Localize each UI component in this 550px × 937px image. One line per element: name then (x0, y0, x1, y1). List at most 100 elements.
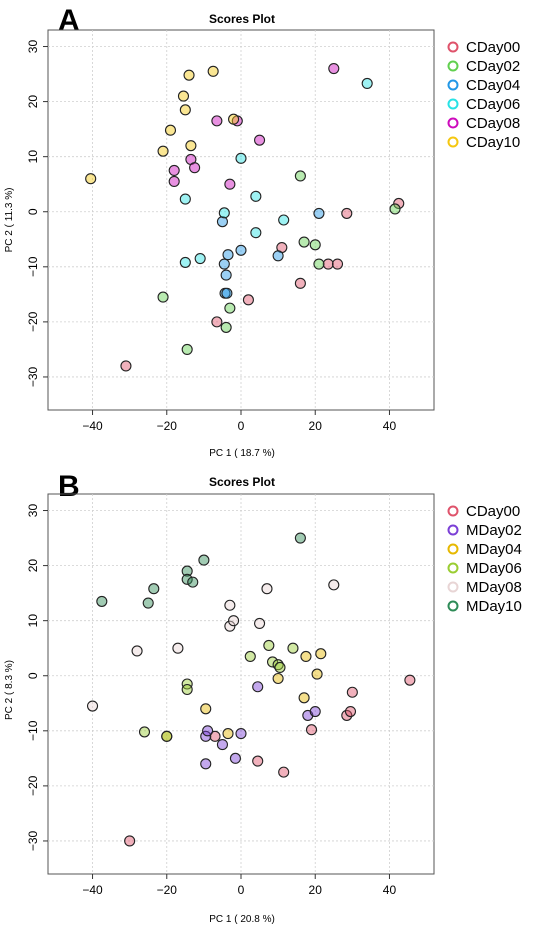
data-point-cday00 (120, 360, 132, 372)
panel-a: A Scores Plot −40 −20 0 20 40 −30 −20 −10 0 10 20 3… (4, 4, 520, 459)
panel-a-ticks: −40 −20 0 20 40 −30 −20 −10 0 10 20 30 (26, 40, 396, 433)
data-point-cday00 (331, 258, 344, 270)
y-tick-label: 10 (26, 150, 40, 164)
data-point-mday08 (131, 645, 143, 657)
x-tick-label: 20 (309, 419, 323, 433)
data-point-mday02 (235, 728, 247, 740)
data-point-cday02 (389, 203, 401, 215)
panel-a-xlabel: PC 1 ( 18.7 %) (209, 448, 275, 459)
legend-marker-cday00 (447, 41, 459, 53)
data-point-cday08 (168, 175, 180, 187)
data-point-mday02 (202, 725, 214, 737)
data-point-mday06 (138, 726, 151, 738)
data-point-cday10 (164, 124, 177, 136)
legend-marker-mday10 (447, 600, 459, 612)
data-point-cday10 (207, 65, 219, 77)
legend-label-mday08: MDay08 (466, 579, 522, 596)
data-point-mday02 (229, 752, 241, 764)
data-point-cday02 (157, 291, 169, 303)
panel-a-legend: CDay00 CDay02 CDay04 CDay06 CDay08 CDay10 (447, 39, 520, 151)
data-point-cday06 (250, 190, 262, 202)
legend-marker-cday08 (447, 117, 459, 129)
data-point-cday06 (250, 227, 262, 239)
data-point-cday00 (344, 705, 357, 718)
data-point-mday04 (315, 648, 327, 660)
data-point-cday02 (181, 343, 193, 355)
data-point-cday02 (294, 170, 306, 182)
panel-a-title: Scores Plot (209, 12, 275, 26)
panel-b-letter: B (58, 470, 80, 503)
y-tick-label: −20 (26, 311, 40, 332)
data-point-mday10 (148, 583, 160, 595)
data-point-mday04 (272, 672, 284, 685)
data-point-mday04 (311, 668, 323, 680)
data-point-cday08 (224, 178, 236, 190)
data-point-cday00 (209, 730, 221, 742)
x-tick-label: −40 (82, 419, 103, 433)
x-tick-label: 40 (383, 419, 397, 433)
legend-label-cday10: CDay10 (466, 134, 520, 151)
data-point-mday08 (228, 615, 240, 627)
data-point-mday02 (216, 739, 228, 751)
data-point-cday04 (218, 258, 230, 270)
y-tick-label: 20 (26, 559, 40, 573)
data-point-cday00 (124, 835, 136, 847)
data-point-mday10 (181, 573, 193, 585)
y-tick-label: −10 (26, 256, 40, 277)
data-point-mday06 (244, 650, 256, 663)
data-point-mday02 (309, 705, 321, 718)
data-point-mday08 (254, 617, 266, 629)
data-point-mday08 (328, 579, 340, 591)
data-point-cday00 (278, 766, 290, 778)
data-point-cday06 (218, 207, 230, 219)
data-point-cday04 (220, 269, 232, 281)
data-point-cday08 (254, 134, 266, 146)
panel-b-title: Scores Plot (209, 475, 275, 489)
y-tick-label: −30 (26, 830, 40, 851)
y-tick-label: 0 (26, 672, 40, 679)
y-tick-label: 30 (26, 504, 40, 518)
data-point-cday06 (179, 193, 191, 205)
data-point-mday06 (181, 683, 193, 696)
data-point-mday02 (252, 681, 264, 693)
data-point-cday02 (313, 258, 325, 270)
x-tick-label: 20 (309, 883, 323, 897)
data-point-cday10 (157, 145, 169, 157)
x-tick-label: 0 (238, 419, 245, 433)
panel-a-letter: A (58, 4, 80, 37)
data-point-cday06 (361, 77, 373, 89)
panel-b-xlabel: PC 1 ( 20.8 %) (209, 914, 275, 925)
data-point-cday10 (85, 173, 97, 185)
legend-label-cday06: CDay06 (466, 96, 520, 113)
data-point-cday00 (404, 674, 416, 686)
data-point-mday04 (222, 728, 234, 740)
data-point-cday02 (298, 236, 310, 248)
x-tick-label: 40 (383, 883, 397, 897)
legend-label-cday04: CDay04 (466, 77, 520, 94)
y-tick-label: 10 (26, 614, 40, 628)
data-point-cday00 (294, 277, 306, 289)
legend-label-mday04: MDay04 (466, 541, 522, 558)
panel-b-legend: CDay00 MDay02 MDay04 MDay06 MDay08 MDay10 (447, 503, 522, 615)
data-point-mday08 (172, 642, 184, 654)
data-point-mday10 (181, 565, 193, 577)
legend-label-cday02: CDay02 (466, 58, 520, 75)
data-point-cday04 (222, 249, 234, 261)
panel-a-points (85, 63, 405, 372)
data-point-mday06 (274, 661, 286, 674)
data-point-mday04 (200, 703, 212, 715)
data-point-cday00 (211, 316, 223, 328)
data-point-cday06 (194, 253, 206, 265)
legend-label-mday06: MDay06 (466, 560, 522, 577)
data-point-cday02 (309, 239, 321, 251)
panel-a-grid (48, 30, 434, 410)
data-point-cday08 (189, 162, 201, 174)
data-point-cday00 (346, 686, 358, 698)
data-point-mday08 (86, 700, 99, 712)
legend-marker-cday10 (447, 136, 459, 148)
data-point-cday04 (216, 216, 228, 228)
data-point-mday08 (261, 583, 273, 595)
legend-label-cday00: CDay00 (466, 39, 520, 56)
data-point-mday10 (96, 595, 108, 607)
data-point-cday04 (235, 244, 247, 256)
